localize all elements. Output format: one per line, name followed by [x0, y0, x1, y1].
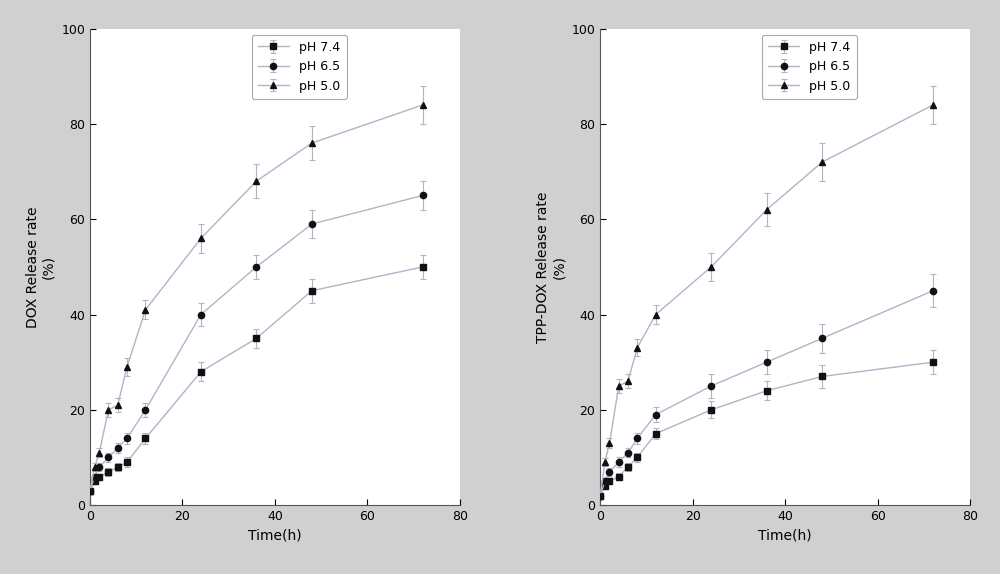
Y-axis label: DOX Release rate
(%): DOX Release rate (%) [26, 206, 56, 328]
Y-axis label: TPP-DOX Release rate
(%): TPP-DOX Release rate (%) [536, 191, 566, 343]
Legend: pH 7.4, pH 6.5, pH 5.0: pH 7.4, pH 6.5, pH 5.0 [252, 35, 347, 99]
Legend: pH 7.4, pH 6.5, pH 5.0: pH 7.4, pH 6.5, pH 5.0 [762, 35, 857, 99]
X-axis label: Time(h): Time(h) [758, 529, 812, 542]
X-axis label: Time(h): Time(h) [248, 529, 302, 542]
